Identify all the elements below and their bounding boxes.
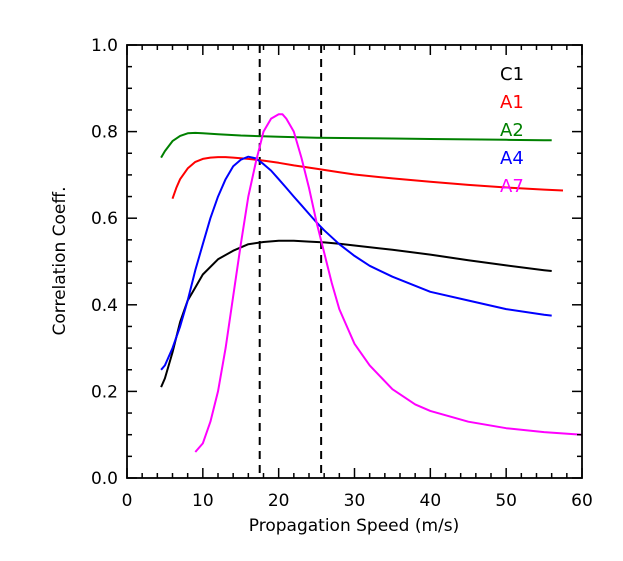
reference-lines [258, 45, 323, 478]
legend-entry-c1: C1 [500, 64, 524, 85]
x-tick-label: 40 [420, 491, 442, 511]
x-tick-label: 20 [268, 491, 290, 511]
x-tick-label: 10 [192, 491, 214, 511]
y-tick-label: 0.0 [91, 469, 118, 489]
x-tick-label: 50 [495, 491, 517, 511]
legend-entry-a7: A7 [500, 176, 524, 197]
y-tick-label: 1.0 [91, 36, 118, 56]
y-tick-label: 0.6 [91, 209, 118, 229]
x-axis-label: Propagation Speed (m/s) [249, 516, 459, 536]
series-line-a1 [171, 156, 564, 200]
x-tick-label: 0 [122, 491, 133, 511]
series-line-a2 [160, 131, 552, 159]
series-line-a4 [160, 155, 552, 371]
x-tick-label: 60 [571, 491, 593, 511]
legend-entry-a2: A2 [500, 120, 524, 141]
y-tick-label: 0.4 [91, 296, 118, 316]
y-axis-label: Correlation Coeff. [50, 187, 70, 336]
series-lines [160, 113, 582, 453]
series-line-c1 [160, 239, 552, 388]
y-tick-label: 0.2 [91, 382, 118, 402]
y-tick-label: 0.8 [91, 123, 118, 143]
legend-entry-a1: A1 [500, 92, 524, 113]
legend-entry-a4: A4 [500, 148, 524, 169]
axis-ticks: 0 10 20 30 40 50 60 0.0 0.2 0.4 0.6 0.8 1.0 [91, 36, 593, 511]
series-line-a7 [194, 113, 582, 453]
x-tick-label: 30 [344, 491, 366, 511]
legend: C1 A1 A2 A4 A7 [500, 64, 524, 197]
